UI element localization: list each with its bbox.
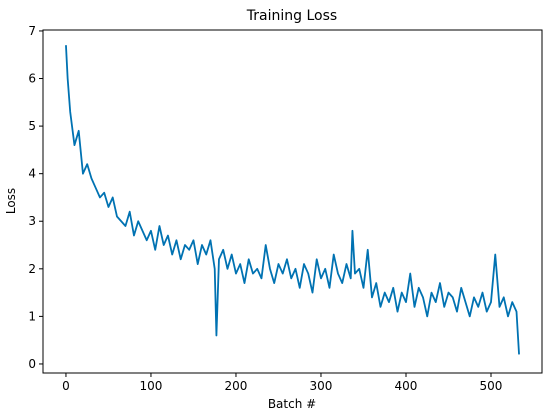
x-tick-label: 400 bbox=[395, 379, 418, 393]
y-tick-label: 4 bbox=[28, 167, 36, 181]
line bbox=[65, 45, 520, 355]
y-tick-label: 5 bbox=[28, 119, 36, 133]
x-tick-label: 200 bbox=[225, 379, 248, 393]
y-tick-label: 6 bbox=[28, 72, 36, 86]
y-axis-label: Loss bbox=[4, 188, 18, 214]
x-axis-label: Batch # bbox=[268, 397, 316, 411]
y-tick-label: 7 bbox=[28, 24, 36, 38]
x-tick-label: 300 bbox=[310, 379, 333, 393]
plot-frame bbox=[42, 29, 543, 374]
y-tick-label: 0 bbox=[28, 357, 36, 371]
y-tick-label: 3 bbox=[28, 214, 36, 228]
x-tick-label: 100 bbox=[140, 379, 163, 393]
x-tick-label: 0 bbox=[62, 379, 70, 393]
x-tick-label: 500 bbox=[480, 379, 503, 393]
chart-title: Training Loss bbox=[246, 8, 337, 24]
y-tick-label: 1 bbox=[28, 309, 36, 323]
y-tick-label: 2 bbox=[28, 262, 36, 276]
